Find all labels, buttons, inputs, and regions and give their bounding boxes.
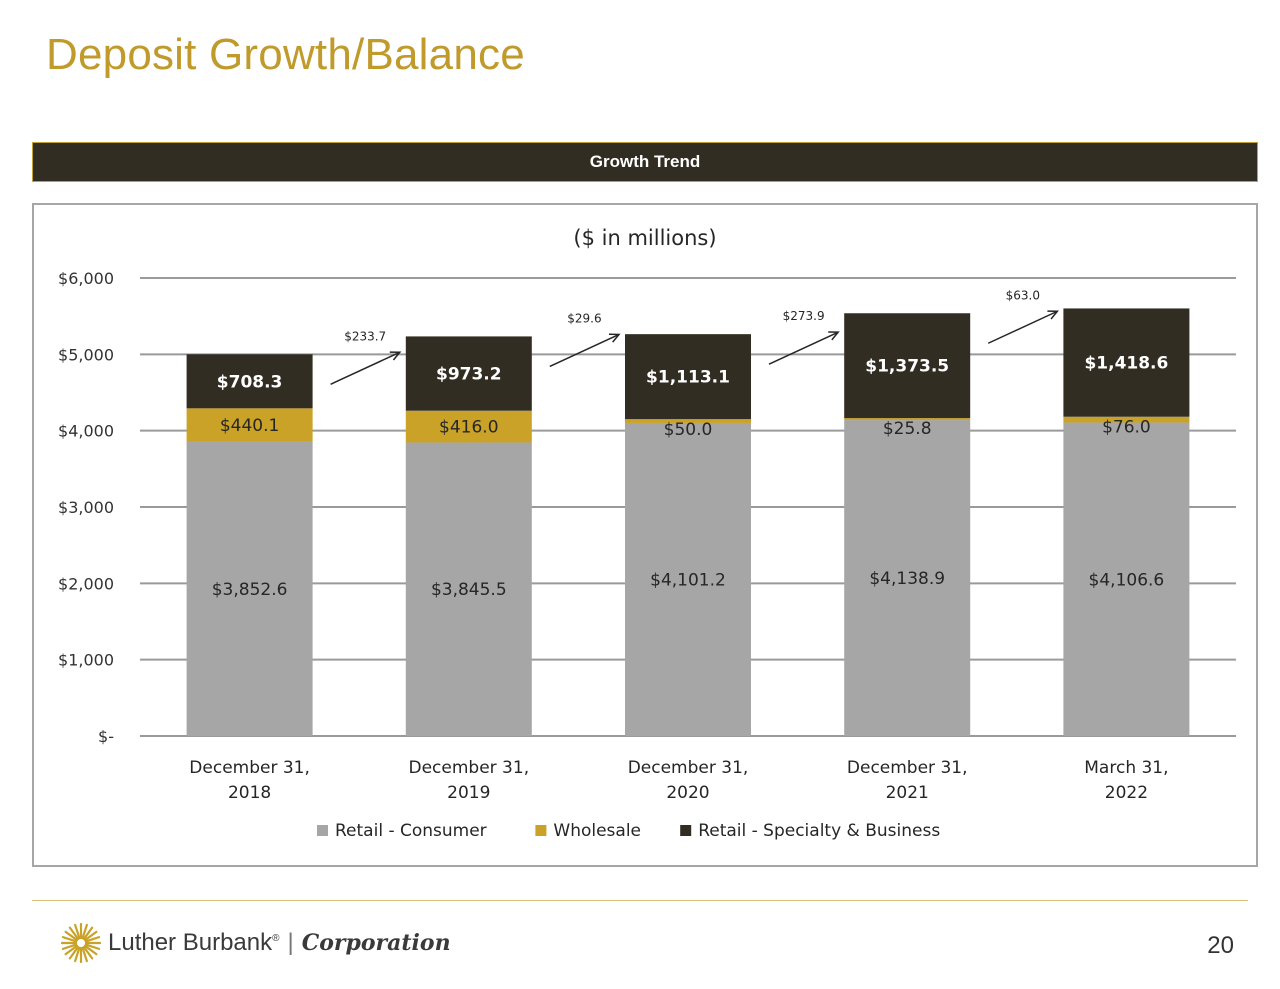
- data-label: $3,852.6: [212, 580, 288, 600]
- bar-retail-consumer-1: [405, 442, 532, 736]
- data-label: $25.8: [883, 419, 932, 439]
- growth-label: $29.6: [567, 311, 601, 325]
- legend-label: Wholesale: [553, 821, 641, 841]
- data-label: $973.2: [436, 365, 502, 385]
- x-tick-label: 2019: [447, 783, 490, 803]
- legend-label: Retail - Consumer: [335, 821, 487, 841]
- sunburst-logo-icon: [60, 922, 102, 964]
- bar-retail-specialty-business-0: [186, 354, 313, 409]
- banner-label: Growth Trend: [589, 152, 701, 171]
- x-tick-label: March 31,: [1084, 758, 1168, 778]
- x-tick-label: December 31,: [189, 758, 310, 778]
- bar-wholesale-4: [1063, 416, 1190, 423]
- data-label: $4,106.6: [1089, 570, 1165, 590]
- data-label: $4,101.2: [650, 570, 726, 590]
- y-tick-label: $6,000: [58, 269, 114, 288]
- data-label: $1,373.5: [865, 357, 949, 377]
- data-label: $76.0: [1102, 418, 1151, 438]
- x-tick-label: December 31,: [409, 758, 530, 778]
- growth-arrow-2: [768, 331, 839, 365]
- x-tick-label: 2020: [666, 783, 709, 803]
- logo-corporation: Corporation: [301, 930, 451, 956]
- logo-name: Luther Burbank®: [108, 929, 280, 956]
- bar-wholesale-2: [625, 419, 751, 423]
- legend-swatch-0: [317, 825, 328, 836]
- bar-wholesale-1: [405, 410, 532, 443]
- page-title: Deposit Growth/Balance: [46, 30, 525, 79]
- x-tick-label: 2018: [228, 783, 271, 803]
- bar-retail-consumer-2: [625, 422, 751, 736]
- company-logo: Luther Burbank® | Corporation: [60, 920, 451, 966]
- data-label: $1,113.1: [646, 368, 730, 388]
- y-tick-label: $-: [98, 727, 114, 746]
- growth-label: $233.7: [344, 329, 386, 343]
- footer-divider: [32, 900, 1248, 901]
- chart-title: ($ in millions): [573, 226, 716, 250]
- data-label: $4,138.9: [869, 569, 945, 589]
- data-label: $1,418.6: [1084, 354, 1168, 374]
- bar-wholesale-0: [186, 408, 313, 442]
- growth-arrow-3: [987, 310, 1058, 344]
- growth-arrowhead-2: [828, 331, 840, 341]
- page-number: 20: [1207, 932, 1234, 959]
- deposit-chart: ($ in millions) $- $1,000 $2,000 $3,000 $4,00…: [58, 226, 1236, 841]
- growth-arrow-1: [549, 333, 620, 368]
- x-tick-label: 2022: [1105, 783, 1148, 803]
- data-label: $416.0: [439, 418, 498, 438]
- bar-retail-specialty-business-2: [625, 334, 751, 420]
- growth-trend-banner: Growth Trend: [32, 142, 1258, 182]
- x-tick-label: 2021: [886, 783, 929, 803]
- growth-arrow-0: [330, 351, 401, 385]
- data-label: $50.0: [664, 420, 713, 440]
- x-tick-label: December 31,: [628, 758, 749, 778]
- y-tick-label: $1,000: [58, 651, 114, 670]
- growth-arrowhead-3: [1047, 310, 1059, 320]
- growth-label: $63.0: [1006, 288, 1040, 302]
- bar-retail-specialty-business-4: [1063, 308, 1190, 417]
- bar-retail-consumer-3: [844, 420, 971, 736]
- data-label: $440.1: [220, 416, 279, 436]
- y-tick-label: $3,000: [58, 498, 114, 517]
- chart-frame: ($ in millions) $- $1,000 $2,000 $3,000 $4,00…: [32, 203, 1258, 867]
- x-tick-label: December 31,: [847, 758, 968, 778]
- legend-label: Retail - Specialty & Business: [698, 821, 940, 841]
- growth-label: $273.9: [783, 309, 825, 323]
- logo-separator: |: [287, 929, 294, 956]
- y-tick-label: $5,000: [58, 345, 114, 364]
- y-tick-label: $4,000: [58, 422, 114, 441]
- bar-retail-consumer-0: [186, 441, 313, 736]
- bar-retail-specialty-business-1: [405, 336, 532, 411]
- growth-arrowhead-0: [389, 351, 402, 361]
- bar-retail-specialty-business-3: [844, 313, 971, 419]
- legend-swatch-2: [680, 825, 692, 836]
- data-label: $3,845.5: [431, 580, 507, 600]
- y-tick-label: $2,000: [58, 574, 114, 593]
- growth-arrowhead-1: [608, 333, 621, 343]
- data-label: $708.3: [217, 372, 283, 392]
- legend-swatch-1: [535, 825, 547, 836]
- bar-retail-consumer-4: [1063, 422, 1190, 736]
- bar-wholesale-3: [844, 418, 971, 421]
